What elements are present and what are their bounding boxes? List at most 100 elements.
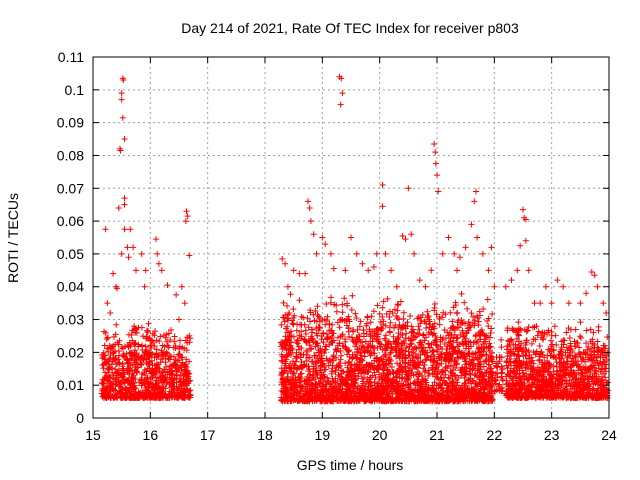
data-points bbox=[98, 73, 611, 405]
data-point bbox=[498, 344, 505, 351]
data-point bbox=[394, 315, 401, 322]
data-point bbox=[139, 380, 146, 387]
data-point bbox=[344, 364, 351, 371]
data-point bbox=[107, 309, 114, 316]
data-point bbox=[525, 267, 532, 274]
data-point bbox=[138, 250, 145, 257]
data-point bbox=[133, 329, 140, 336]
data-point bbox=[133, 267, 139, 274]
data-point bbox=[127, 226, 134, 233]
data-point bbox=[157, 374, 164, 381]
data-point bbox=[106, 365, 113, 372]
data-point bbox=[164, 338, 171, 345]
data-point bbox=[577, 319, 584, 326]
data-point bbox=[170, 353, 177, 360]
data-point bbox=[126, 350, 133, 357]
y-tick-label: 0.03 bbox=[57, 312, 84, 328]
data-point bbox=[370, 264, 377, 271]
data-point bbox=[395, 302, 402, 309]
data-point bbox=[102, 374, 109, 381]
data-point bbox=[554, 277, 561, 284]
data-point bbox=[322, 241, 329, 248]
data-point bbox=[183, 393, 190, 400]
data-point bbox=[181, 382, 188, 389]
data-point bbox=[306, 204, 313, 211]
data-point bbox=[161, 343, 168, 350]
data-point bbox=[158, 267, 165, 274]
data-point bbox=[447, 309, 454, 316]
x-axis-tick-labels: 15 16 17 18 19 20 21 22 23 24 bbox=[85, 427, 617, 443]
data-point bbox=[181, 300, 188, 307]
data-point bbox=[496, 381, 503, 388]
data-point bbox=[143, 333, 150, 340]
data-point bbox=[158, 389, 165, 396]
data-point bbox=[313, 370, 320, 377]
data-point bbox=[565, 300, 572, 307]
data-point bbox=[488, 244, 495, 251]
data-point bbox=[508, 277, 515, 284]
data-point bbox=[135, 341, 142, 348]
data-point bbox=[408, 231, 415, 238]
data-point bbox=[110, 333, 117, 340]
data-point bbox=[125, 377, 132, 384]
y-tick-label: 0.08 bbox=[57, 147, 84, 163]
data-point bbox=[102, 226, 109, 233]
data-point bbox=[143, 327, 150, 334]
data-point bbox=[177, 379, 184, 386]
data-point bbox=[144, 393, 151, 400]
data-point bbox=[289, 320, 296, 327]
data-point bbox=[348, 234, 354, 241]
data-point bbox=[178, 364, 185, 371]
data-point bbox=[329, 321, 336, 328]
y-tick-label: 0.04 bbox=[57, 279, 84, 295]
data-point bbox=[165, 344, 172, 351]
data-point bbox=[106, 342, 113, 349]
y-tick-label: 0 bbox=[76, 410, 84, 426]
data-point bbox=[158, 392, 165, 399]
data-point bbox=[171, 338, 178, 345]
data-point bbox=[140, 356, 147, 363]
data-point bbox=[468, 221, 475, 228]
x-tick-label: 21 bbox=[429, 427, 445, 443]
data-point bbox=[324, 313, 331, 320]
data-point bbox=[413, 333, 420, 340]
data-point bbox=[278, 321, 285, 328]
data-point bbox=[105, 334, 112, 341]
data-point bbox=[136, 390, 143, 397]
data-point bbox=[172, 345, 179, 352]
x-tick-label: 18 bbox=[257, 427, 273, 443]
data-point bbox=[330, 265, 337, 272]
data-point bbox=[116, 337, 123, 344]
data-point bbox=[183, 363, 190, 370]
data-point bbox=[109, 358, 116, 365]
data-point bbox=[119, 114, 126, 121]
data-point bbox=[150, 338, 157, 345]
data-point bbox=[104, 377, 111, 384]
data-point bbox=[171, 380, 178, 387]
data-point bbox=[423, 325, 430, 332]
data-point bbox=[105, 348, 112, 355]
data-point bbox=[156, 338, 163, 345]
data-point bbox=[163, 331, 170, 338]
data-point bbox=[149, 330, 156, 337]
data-point bbox=[128, 394, 135, 401]
data-point bbox=[145, 320, 152, 327]
data-point bbox=[157, 356, 164, 363]
data-point bbox=[462, 244, 469, 251]
data-point bbox=[425, 340, 432, 347]
data-point bbox=[471, 198, 478, 205]
data-point bbox=[429, 347, 436, 354]
data-point bbox=[458, 290, 465, 297]
data-point bbox=[419, 372, 426, 379]
x-tick-label: 20 bbox=[372, 427, 388, 443]
data-point bbox=[120, 352, 127, 359]
data-point bbox=[185, 377, 192, 384]
y-tick-label: 0.1 bbox=[65, 82, 85, 98]
data-point bbox=[416, 370, 423, 377]
data-point bbox=[407, 312, 414, 319]
y-tick-label: 0.11 bbox=[58, 49, 84, 65]
data-point bbox=[185, 392, 192, 399]
data-point bbox=[408, 323, 415, 330]
data-point bbox=[104, 345, 111, 352]
data-point bbox=[147, 379, 154, 386]
